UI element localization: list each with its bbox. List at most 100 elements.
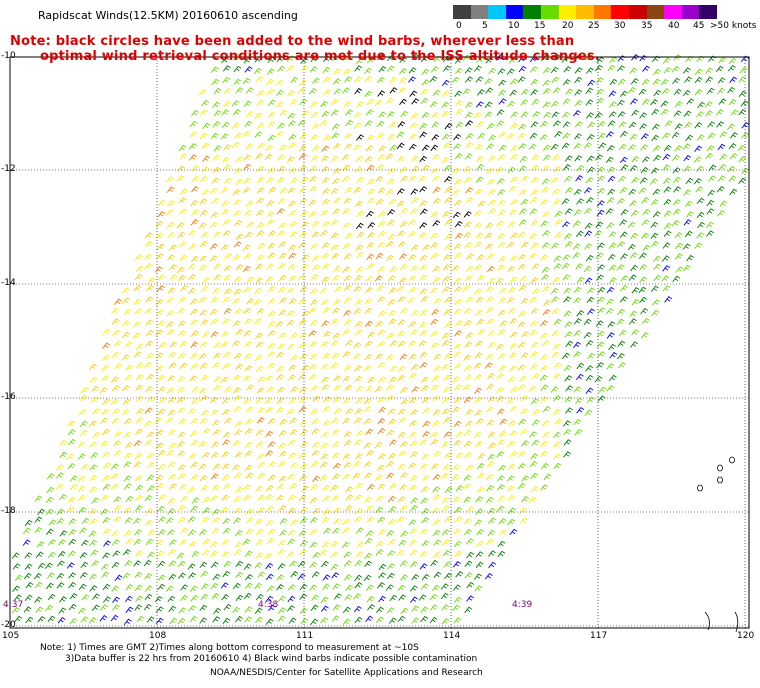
wind-barb xyxy=(741,132,749,139)
wind-barb xyxy=(400,441,409,448)
wind-barb xyxy=(564,331,573,338)
wind-barb xyxy=(110,614,119,622)
wind-barb xyxy=(265,375,274,382)
wind-barb xyxy=(520,517,528,524)
wind-barb xyxy=(385,153,394,160)
wind-barb xyxy=(730,109,739,116)
wind-barb xyxy=(576,230,584,238)
wind-barb xyxy=(111,376,119,383)
wind-barb xyxy=(298,373,307,381)
wind-barb xyxy=(597,175,606,182)
wind-barb xyxy=(642,244,651,252)
wind-barb xyxy=(572,220,581,227)
time-label: 4:38 xyxy=(258,600,279,610)
wind-barb xyxy=(69,592,78,600)
wind-barb xyxy=(189,154,197,161)
wind-barb xyxy=(231,122,240,129)
wind-barb xyxy=(684,230,693,238)
wind-barb xyxy=(528,385,537,392)
wind-barb xyxy=(487,341,496,349)
wind-barb xyxy=(387,133,396,141)
wind-barb xyxy=(476,121,485,128)
wind-barb xyxy=(727,64,736,72)
wind-barb xyxy=(517,321,526,328)
wind-barb xyxy=(674,145,683,152)
wind-barb xyxy=(242,244,251,251)
wind-barb xyxy=(653,255,661,263)
wind-barb xyxy=(465,142,474,149)
wind-barb xyxy=(223,144,232,151)
wind-barb xyxy=(124,341,133,348)
wind-barb xyxy=(563,287,572,294)
wind-barb xyxy=(144,253,153,261)
wind-barb xyxy=(286,65,295,72)
wind-barb xyxy=(199,240,208,248)
wind-barb xyxy=(190,298,198,305)
wind-barb xyxy=(177,165,185,172)
wind-barb xyxy=(542,405,551,413)
wind-barb xyxy=(223,351,231,359)
wind-barb xyxy=(133,461,142,468)
wind-barb xyxy=(114,504,122,512)
wind-barb xyxy=(309,185,318,193)
wind-barb xyxy=(288,298,297,305)
wind-barb xyxy=(299,474,308,481)
wind-barb xyxy=(444,197,453,204)
wind-barb xyxy=(607,253,616,261)
wind-barb xyxy=(574,121,583,128)
wind-barb xyxy=(363,405,372,413)
wind-barb xyxy=(134,254,143,261)
wind-barb xyxy=(144,420,152,427)
wind-barb xyxy=(264,397,273,405)
wind-barb xyxy=(399,221,408,228)
wind-barb xyxy=(641,219,650,226)
wind-barb xyxy=(135,417,144,424)
wind-barb xyxy=(619,186,628,194)
wind-barb xyxy=(55,464,64,471)
wind-barb xyxy=(155,220,164,228)
wind-barb xyxy=(12,563,21,570)
wind-barb xyxy=(245,418,253,425)
wind-barb xyxy=(418,175,427,182)
wind-barb xyxy=(114,430,123,438)
wind-barb xyxy=(48,519,57,526)
wind-barb xyxy=(344,143,353,150)
wind-barb xyxy=(421,516,430,524)
wind-barb xyxy=(202,538,211,545)
wind-barb xyxy=(507,166,516,174)
wind-barb xyxy=(288,209,297,217)
wind-barb xyxy=(169,341,178,348)
wind-barb xyxy=(145,385,154,393)
wind-barb xyxy=(321,252,330,260)
wind-barb xyxy=(473,288,482,295)
wind-barb xyxy=(342,453,351,460)
wind-barb xyxy=(154,417,163,424)
wind-barb xyxy=(356,101,365,108)
wind-barb xyxy=(169,617,178,625)
wind-barb xyxy=(223,163,231,171)
wind-barb xyxy=(169,539,177,546)
wind-barb xyxy=(78,494,86,502)
wind-barb xyxy=(147,277,156,284)
wind-barb xyxy=(587,308,595,315)
wind-barb xyxy=(321,110,330,118)
wind-barb xyxy=(441,133,450,141)
wind-barb xyxy=(321,177,330,184)
wind-barb xyxy=(431,308,440,316)
wind-barb xyxy=(728,57,737,65)
wind-barb xyxy=(594,375,603,383)
wind-barb xyxy=(333,68,341,75)
legend-label: 5 xyxy=(482,21,488,31)
wind-barb xyxy=(463,307,472,315)
wind-barb xyxy=(243,563,252,570)
wind-barb xyxy=(517,231,526,239)
wind-barb xyxy=(356,134,364,141)
wind-barb xyxy=(389,266,398,273)
wind-barb xyxy=(125,495,134,503)
wind-barb xyxy=(356,231,365,239)
wind-barb xyxy=(190,585,198,592)
wind-barb xyxy=(386,460,395,468)
wind-barb xyxy=(573,329,582,337)
wind-barb xyxy=(397,230,406,237)
wind-barb xyxy=(586,133,595,141)
